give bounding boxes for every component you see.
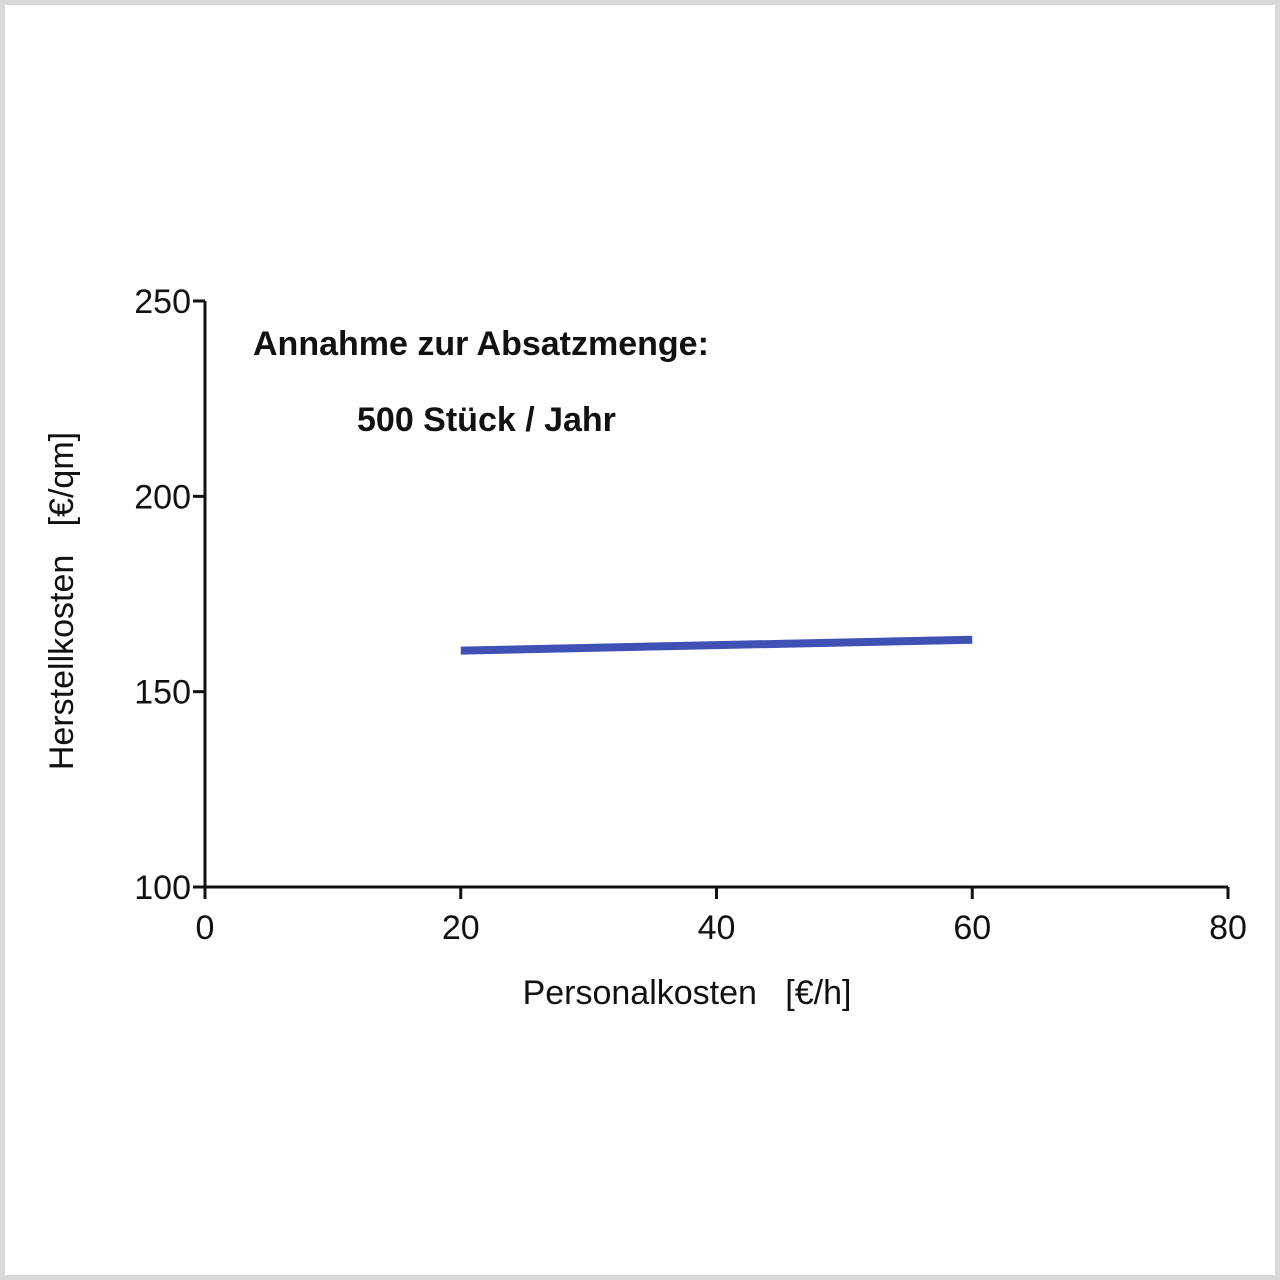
axes: 0 20 40 60 80 100 150 200 250 bbox=[134, 283, 1247, 947]
annotation-sales-volume: 500 Stück / Jahr bbox=[357, 401, 616, 439]
x-axis-title: Personalkosten [€/h] bbox=[523, 974, 852, 1012]
y-axis-title: Herstellkosten [€/qm] bbox=[43, 432, 81, 770]
y-tick-label-150: 150 bbox=[134, 674, 191, 712]
chart: 0 20 40 60 80 100 150 200 250 Annahme zur Absat… bbox=[43, 283, 1247, 1012]
y-tick-label-200: 200 bbox=[134, 478, 191, 516]
series-line-0 bbox=[460, 635, 973, 655]
y-ticks: 100 150 200 250 bbox=[134, 283, 205, 907]
series-layer bbox=[460, 635, 973, 655]
x-tick-label-80: 80 bbox=[1209, 909, 1247, 947]
x-tick-label-40: 40 bbox=[698, 909, 736, 947]
annotation-assumption-title: Annahme zur Absatzmenge: bbox=[253, 325, 709, 363]
x-tick-label-0: 0 bbox=[196, 909, 215, 947]
y-tick-label-100: 100 bbox=[134, 869, 191, 907]
x-tick-label-60: 60 bbox=[953, 909, 991, 947]
x-ticks: 0 20 40 60 80 bbox=[196, 887, 1247, 947]
x-tick-label-20: 20 bbox=[442, 909, 480, 947]
y-tick-label-250: 250 bbox=[134, 283, 191, 321]
